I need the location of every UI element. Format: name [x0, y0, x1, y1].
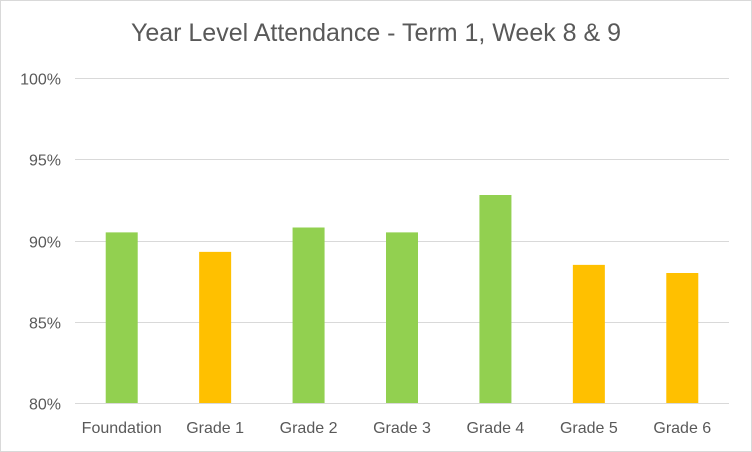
bar-grade-5: [572, 264, 605, 403]
x-tick-label: Grade 4: [467, 420, 525, 437]
x-axis-tick-labels: Foundation Grade 1 Grade 2 Grade 3 Grade 4 Gr…: [82, 420, 712, 437]
bar-grade-4: [479, 195, 512, 403]
x-tick-label: Grade 3: [373, 420, 431, 437]
y-tick-label: 90%: [29, 235, 61, 252]
y-tick-label: 85%: [29, 316, 61, 333]
bar-foundation: [105, 232, 138, 403]
bar-grade-2: [292, 227, 325, 403]
bars: [105, 195, 699, 403]
x-tick-label: Foundation: [82, 420, 162, 437]
x-tick-label: Grade 1: [186, 420, 244, 437]
chart-title: Year Level Attendance - Term 1, Week 8 &…: [130, 19, 622, 47]
bar-grade-1: [199, 251, 232, 403]
y-tick-label: 100%: [20, 72, 61, 89]
bar-grade-6: [666, 273, 699, 403]
x-tick-label: Grade 2: [280, 420, 338, 437]
y-tick-label: 95%: [29, 153, 61, 170]
x-tick-label: Grade 5: [560, 420, 618, 437]
x-tick-label: Grade 6: [653, 420, 711, 437]
y-tick-label: 80%: [29, 397, 61, 414]
bar-grade-3: [386, 232, 418, 403]
y-axis-tick-labels: 80% 85% 90% 95% 100%: [20, 72, 61, 414]
